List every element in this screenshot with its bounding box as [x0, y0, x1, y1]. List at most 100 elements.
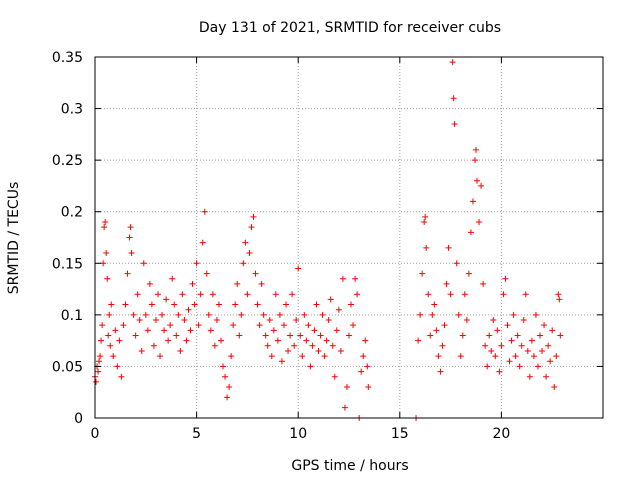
y-tick-label: 0 [74, 411, 83, 427]
data-point [516, 363, 523, 370]
data-point [161, 327, 168, 334]
tick-labels: 0 5 10 15 20 0 0.05 0.1 0.15 0.2 0.25 0.3 0.35 [52, 50, 510, 442]
data-point [183, 337, 190, 344]
grid [95, 57, 603, 418]
data-point [421, 219, 428, 226]
data-point [136, 317, 143, 324]
data-point [539, 347, 546, 354]
data-point [96, 358, 103, 365]
data-point [486, 332, 493, 339]
data-point [443, 280, 450, 287]
data-point [295, 265, 302, 272]
data-point [307, 363, 314, 370]
data-point [557, 332, 564, 339]
data-point [305, 322, 312, 329]
y-tick-label: 0.05 [52, 359, 83, 375]
data-point [473, 146, 479, 153]
y-tick-label: 0.25 [52, 153, 83, 169]
data-point [209, 291, 216, 298]
data-point [177, 347, 184, 354]
data-point [105, 332, 112, 339]
data-point [317, 332, 324, 339]
y-axis-label: SRMTID / TECUs [6, 182, 22, 295]
data-point [260, 311, 267, 318]
y-tick-label: 0.1 [61, 308, 83, 324]
data-point [325, 317, 332, 324]
data-point [211, 342, 218, 349]
data-point [215, 301, 222, 308]
data-point [102, 219, 109, 226]
data-point [226, 384, 233, 391]
data-point [283, 301, 290, 308]
data-point [217, 337, 224, 344]
data-point [193, 260, 200, 267]
data-point [97, 353, 104, 360]
data-point [429, 311, 436, 318]
data-point [250, 213, 257, 220]
data-point [101, 224, 108, 231]
data-point [415, 337, 422, 344]
data-point [482, 342, 489, 349]
data-point [435, 353, 442, 360]
data-point [450, 95, 457, 102]
data-point [191, 301, 198, 308]
data-point [425, 291, 432, 298]
data-point [476, 219, 483, 226]
data-point [419, 270, 426, 277]
data-point [120, 322, 127, 329]
data-point [108, 301, 115, 308]
data-point [264, 342, 271, 349]
data-point [549, 327, 556, 334]
data-point [228, 353, 235, 360]
data-point [449, 59, 456, 66]
data-point [106, 311, 113, 318]
data-point [520, 317, 527, 324]
data-point [447, 291, 454, 298]
data-point [467, 229, 474, 236]
data-point [327, 296, 334, 303]
y-tick-label: 0.15 [52, 256, 83, 272]
data-point [266, 317, 273, 324]
data-point [500, 291, 507, 298]
data-point [230, 322, 237, 329]
data-point [522, 291, 529, 298]
data-point [181, 317, 188, 324]
data-point [199, 239, 206, 246]
data-point [321, 353, 328, 360]
data-point [140, 260, 147, 267]
data-point [187, 327, 194, 334]
data-point [118, 373, 125, 380]
data-point [244, 291, 251, 298]
data-point [365, 384, 372, 391]
data-point [360, 353, 367, 360]
data-point [185, 306, 192, 313]
data-point [358, 368, 365, 375]
data-point [471, 157, 478, 164]
data-point [256, 322, 263, 329]
data-point [276, 311, 283, 318]
data-point [547, 358, 554, 365]
data-point [232, 301, 239, 308]
data-point [293, 317, 300, 324]
data-point [146, 280, 153, 287]
data-point [189, 280, 196, 287]
data-point [107, 342, 114, 349]
data-point [526, 373, 533, 380]
data-point [512, 353, 519, 360]
data-point [362, 337, 369, 344]
data-point [99, 322, 106, 329]
data-point [339, 275, 346, 282]
data-point [348, 301, 355, 308]
data-point [532, 311, 539, 318]
data-point [335, 306, 342, 313]
data-point [171, 301, 178, 308]
data-point [514, 332, 521, 339]
data-point [488, 347, 495, 354]
data-point [173, 332, 180, 339]
data-point [427, 332, 434, 339]
data-point [179, 291, 186, 298]
data-point [95, 368, 102, 375]
data-point [354, 291, 361, 298]
data-point [124, 270, 131, 277]
